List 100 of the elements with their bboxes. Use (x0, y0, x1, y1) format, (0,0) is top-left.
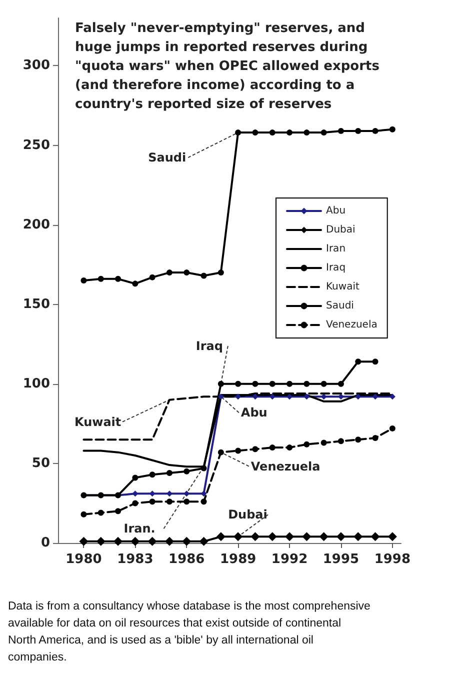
point (96, 536, 106, 546)
legend-label: Dubai (326, 224, 356, 236)
point (355, 128, 362, 134)
point (166, 498, 172, 505)
y-tick-label: 0 (40, 536, 50, 550)
point (182, 536, 192, 546)
annotation: Kuwait (74, 414, 122, 429)
point (166, 270, 172, 276)
point (149, 472, 156, 478)
point (304, 441, 310, 448)
legend-label: Kuwait (326, 282, 360, 292)
x-tick-label: 1998 (374, 552, 411, 567)
legend-label: Venezuela (326, 320, 378, 330)
point (216, 532, 226, 542)
point (132, 280, 138, 287)
point (218, 449, 224, 456)
x-tick-label: 1989 (220, 552, 256, 567)
point (354, 532, 363, 542)
point (252, 380, 258, 387)
point (304, 130, 310, 136)
legend-label: Iraq (326, 262, 346, 274)
point (200, 465, 207, 472)
point (338, 128, 344, 134)
x-tick-label: 1980 (66, 552, 102, 567)
point (338, 438, 344, 444)
x-tick-label: 1992 (271, 552, 308, 567)
point (132, 474, 138, 481)
point (148, 536, 157, 546)
point (304, 380, 310, 387)
point (218, 270, 224, 276)
point (388, 532, 397, 542)
point (235, 448, 242, 454)
point (338, 380, 344, 387)
x-tick-label: 1995 (322, 552, 360, 567)
point (235, 394, 242, 400)
annotation: Venezuela (250, 459, 320, 474)
point (355, 436, 362, 443)
point (166, 470, 172, 476)
annotation: Iraq (196, 338, 224, 353)
legend-label: Iran (326, 244, 346, 254)
point (320, 380, 327, 387)
annotation: Abu (240, 406, 268, 420)
point (184, 270, 190, 276)
y-tick-label: 100 (22, 376, 50, 392)
legend-label: Saudi (326, 300, 354, 312)
annotation: Saudi (148, 150, 186, 165)
point (184, 498, 190, 505)
point (234, 532, 243, 542)
point (320, 130, 327, 136)
point (355, 358, 362, 365)
point (98, 510, 104, 516)
y-tick-label: 150 (22, 296, 50, 312)
point (269, 130, 276, 136)
point (200, 498, 207, 505)
point (250, 532, 260, 542)
point (320, 440, 327, 446)
point (114, 536, 123, 546)
x-tick-label: 1983 (117, 552, 154, 567)
y-tick-label: 300 (22, 58, 50, 74)
text: Data is from a consultancy whose database is the most comprehensive available for data on oil resources that exist outside of continental North America, and is used as a 'bible' by all international oil companies. (8, 600, 374, 664)
legend-label: Abu (326, 206, 346, 216)
point (115, 508, 122, 514)
point (235, 380, 242, 387)
point (184, 468, 190, 474)
point (269, 444, 276, 451)
point (252, 130, 258, 136)
point (370, 532, 380, 542)
y-tick-label: 50 (32, 456, 50, 471)
point (132, 500, 138, 506)
point (79, 536, 88, 546)
x-tick-label: 1986 (168, 552, 205, 567)
point (98, 276, 104, 282)
point (149, 498, 156, 505)
point (149, 274, 156, 280)
point (235, 130, 242, 136)
y-tick-label: 200 (22, 217, 50, 232)
point (80, 278, 87, 284)
point (389, 126, 396, 132)
point (389, 425, 396, 432)
point (286, 130, 293, 136)
point (286, 380, 293, 387)
point (372, 435, 378, 441)
point (286, 444, 293, 451)
point (285, 532, 294, 542)
point (372, 128, 378, 134)
point (218, 380, 224, 387)
point (319, 532, 328, 542)
annotation: Iran. (124, 522, 156, 536)
point (130, 536, 140, 546)
point (252, 446, 258, 452)
point (304, 394, 310, 400)
point (199, 536, 208, 546)
point (302, 532, 312, 542)
y-tick-label: 250 (22, 138, 50, 153)
point (80, 511, 87, 518)
point (164, 536, 174, 546)
point (336, 532, 346, 542)
point (268, 532, 277, 542)
point (200, 272, 207, 279)
point (372, 358, 378, 365)
